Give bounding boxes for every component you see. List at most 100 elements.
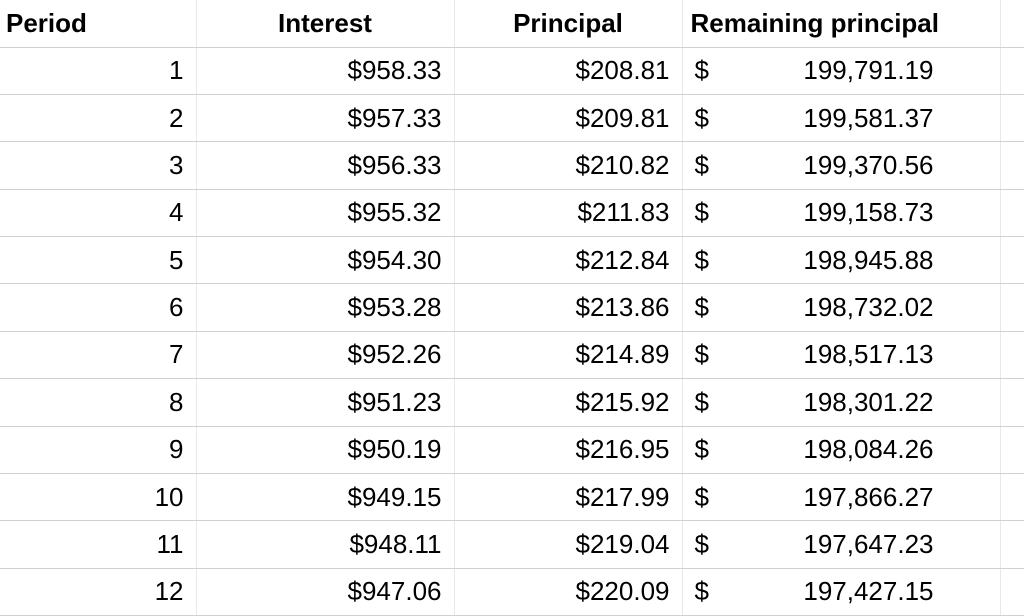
cell-principal: $219.04 <box>454 521 682 568</box>
cell-spare <box>1000 189 1024 236</box>
cell-remaining: $199,791.19 <box>682 47 1000 94</box>
dollar-sign: $ <box>695 292 709 323</box>
dollar-sign: $ <box>695 245 709 276</box>
dollar-sign: $ <box>695 197 709 228</box>
cell-principal: $214.89 <box>454 331 682 378</box>
remaining-value: 198,084.26 <box>803 434 933 465</box>
remaining-value: 199,791.19 <box>803 55 933 86</box>
cell-period: 12 <box>0 568 196 615</box>
table-row: 8$951.23$215.92$198,301.22 <box>0 379 1024 426</box>
table-row: 2$957.33$209.81$199,581.37 <box>0 94 1024 141</box>
cell-interest: $948.11 <box>196 521 454 568</box>
cell-interest: $952.26 <box>196 331 454 378</box>
table-row: 9$950.19$216.95$198,084.26 <box>0 426 1024 473</box>
cell-remaining: $198,732.02 <box>682 284 1000 331</box>
cell-remaining: $198,517.13 <box>682 331 1000 378</box>
dollar-sign: $ <box>695 55 709 86</box>
table-row: 1$958.33$208.81$199,791.19 <box>0 47 1024 94</box>
cell-remaining: $198,945.88 <box>682 237 1000 284</box>
cell-spare <box>1000 473 1024 520</box>
cell-spare <box>1000 331 1024 378</box>
dollar-sign: $ <box>695 482 709 513</box>
table-row: 3$956.33$210.82$199,370.56 <box>0 142 1024 189</box>
cell-principal: $208.81 <box>454 47 682 94</box>
table-row: 7$952.26$214.89$198,517.13 <box>0 331 1024 378</box>
cell-period: 9 <box>0 426 196 473</box>
table-row: 4$955.32$211.83$199,158.73 <box>0 189 1024 236</box>
dollar-sign: $ <box>695 529 709 560</box>
cell-period: 10 <box>0 473 196 520</box>
cell-remaining: $198,084.26 <box>682 426 1000 473</box>
cell-interest: $949.15 <box>196 473 454 520</box>
header-interest: Interest <box>196 0 454 47</box>
dollar-sign: $ <box>695 103 709 134</box>
remaining-value: 198,732.02 <box>803 292 933 323</box>
dollar-sign: $ <box>695 576 709 607</box>
cell-interest: $956.33 <box>196 142 454 189</box>
cell-interest: $958.33 <box>196 47 454 94</box>
remaining-value: 197,647.23 <box>803 529 933 560</box>
cell-spare <box>1000 521 1024 568</box>
cell-remaining: $198,301.22 <box>682 379 1000 426</box>
cell-principal: $215.92 <box>454 379 682 426</box>
cell-principal: $209.81 <box>454 94 682 141</box>
dollar-sign: $ <box>695 339 709 370</box>
cell-spare <box>1000 379 1024 426</box>
cell-period: 6 <box>0 284 196 331</box>
cell-remaining: $197,427.15 <box>682 568 1000 615</box>
amortization-table: Period Interest Principal Remaining prin… <box>0 0 1024 616</box>
cell-spare <box>1000 426 1024 473</box>
cell-period: 3 <box>0 142 196 189</box>
cell-remaining: $197,866.27 <box>682 473 1000 520</box>
cell-period: 5 <box>0 237 196 284</box>
cell-interest: $955.32 <box>196 189 454 236</box>
remaining-value: 197,866.27 <box>803 482 933 513</box>
remaining-value: 199,581.37 <box>803 103 933 134</box>
cell-principal: $217.99 <box>454 473 682 520</box>
cell-period: 8 <box>0 379 196 426</box>
cell-period: 2 <box>0 94 196 141</box>
cell-principal: $213.86 <box>454 284 682 331</box>
cell-remaining: $197,647.23 <box>682 521 1000 568</box>
cell-interest: $953.28 <box>196 284 454 331</box>
cell-period: 7 <box>0 331 196 378</box>
cell-remaining: $199,370.56 <box>682 142 1000 189</box>
header-principal: Principal <box>454 0 682 47</box>
cell-period: 4 <box>0 189 196 236</box>
remaining-value: 199,370.56 <box>803 150 933 181</box>
cell-interest: $950.19 <box>196 426 454 473</box>
cell-interest: $947.06 <box>196 568 454 615</box>
cell-period: 1 <box>0 47 196 94</box>
cell-period: 11 <box>0 521 196 568</box>
table-row: 6$953.28$213.86$198,732.02 <box>0 284 1024 331</box>
cell-spare <box>1000 47 1024 94</box>
remaining-value: 198,301.22 <box>803 387 933 418</box>
header-spare <box>1000 0 1024 47</box>
dollar-sign: $ <box>695 434 709 465</box>
cell-spare <box>1000 568 1024 615</box>
cell-principal: $211.83 <box>454 189 682 236</box>
dollar-sign: $ <box>695 150 709 181</box>
cell-spare <box>1000 94 1024 141</box>
cell-principal: $212.84 <box>454 237 682 284</box>
table-row: 10$949.15$217.99$197,866.27 <box>0 473 1024 520</box>
table-row: 11$948.11$219.04$197,647.23 <box>0 521 1024 568</box>
cell-principal: $216.95 <box>454 426 682 473</box>
header-row: Period Interest Principal Remaining prin… <box>0 0 1024 47</box>
header-period: Period <box>0 0 196 47</box>
cell-remaining: $199,158.73 <box>682 189 1000 236</box>
table-row: 12$947.06$220.09$197,427.15 <box>0 568 1024 615</box>
cell-spare <box>1000 284 1024 331</box>
cell-interest: $954.30 <box>196 237 454 284</box>
remaining-value: 198,517.13 <box>803 339 933 370</box>
remaining-value: 199,158.73 <box>803 197 933 228</box>
header-remaining: Remaining principal <box>682 0 1000 47</box>
cell-interest: $951.23 <box>196 379 454 426</box>
cell-spare <box>1000 142 1024 189</box>
dollar-sign: $ <box>695 387 709 418</box>
table-row: 5$954.30$212.84$198,945.88 <box>0 237 1024 284</box>
cell-remaining: $199,581.37 <box>682 94 1000 141</box>
cell-principal: $220.09 <box>454 568 682 615</box>
cell-interest: $957.33 <box>196 94 454 141</box>
cell-spare <box>1000 237 1024 284</box>
